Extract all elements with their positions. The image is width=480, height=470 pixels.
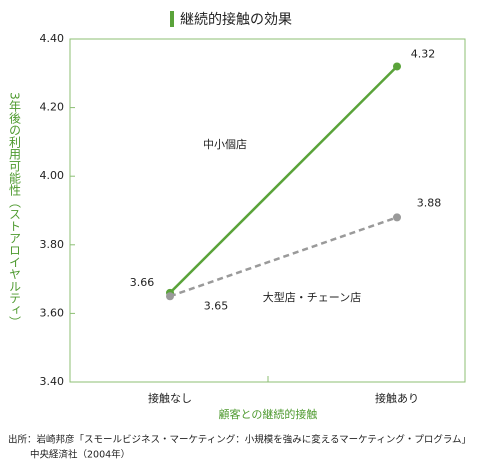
data-point <box>166 292 174 301</box>
source-note: 中央経済社（2004年） <box>30 449 130 461</box>
data-point <box>393 62 401 71</box>
y-tick-label: 4.00 <box>40 169 65 182</box>
y-tick-label: 4.40 <box>40 32 65 45</box>
chart-title: 継続的接触の効果 <box>180 11 292 28</box>
data-label: 3.88 <box>417 196 442 209</box>
x-tick-label: 接触あり <box>375 391 419 405</box>
data-point <box>393 213 401 222</box>
series-line <box>169 65 398 294</box>
x-tick-label: 接触なし <box>148 391 192 405</box>
y-tick-label: 3.80 <box>40 238 65 251</box>
y-tick-label: 3.40 <box>40 375 65 388</box>
y-tick-label: 4.20 <box>40 101 65 114</box>
source-note: 出所：岩崎邦彦「スモールビジネス・マーケティング：小規模を強みに変えるマーケティ… <box>8 434 471 446</box>
x-axis-label: 顧客との継続的接触 <box>219 407 318 421</box>
data-label: 4.32 <box>411 47 436 60</box>
series-line <box>169 216 398 298</box>
series-label: 大型店・チェーン店 <box>263 290 361 304</box>
series-label: 中小個店 <box>203 137 247 151</box>
y-tick-label: 3.60 <box>40 306 65 319</box>
data-label: 3.66 <box>130 276 155 289</box>
title-marker <box>170 11 174 27</box>
data-label: 3.65 <box>204 299 229 312</box>
y-axis-label: 3年後の利用可能性（ストアロイヤルティ） <box>8 92 22 328</box>
plot-frame <box>69 38 466 383</box>
